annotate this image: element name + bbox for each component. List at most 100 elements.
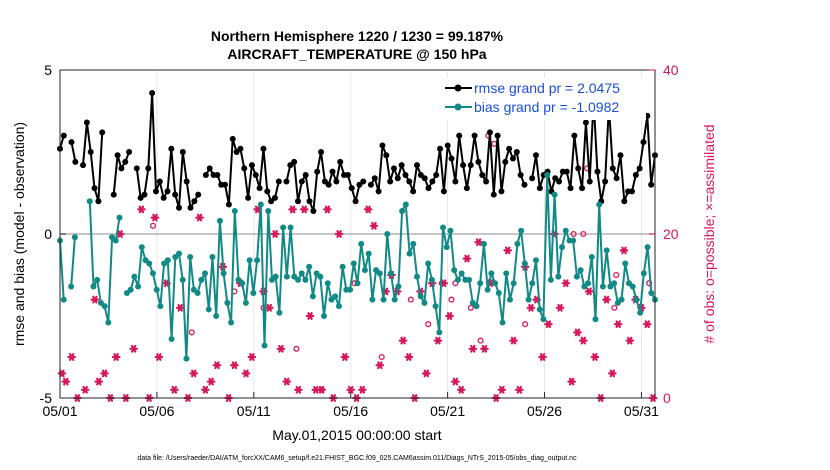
rmse-point [122, 158, 129, 165]
obs-assimilated-point [497, 385, 507, 394]
asterisk-stroke [452, 377, 459, 386]
asterisk-stroke [400, 336, 406, 345]
bias-point [231, 208, 238, 215]
bias-point [406, 250, 413, 257]
x-tick-label: 05/11 [237, 403, 271, 419]
obs-assimilated-point [613, 320, 623, 329]
bias-point [414, 273, 420, 280]
rmse-point [463, 185, 470, 192]
obs-assimilated-point [241, 369, 251, 378]
rmse-point [264, 188, 271, 195]
asterisk-stroke [435, 336, 441, 345]
asterisk-stroke [301, 205, 307, 214]
obs-assimilated-point [299, 205, 309, 214]
rmse-point [141, 191, 148, 198]
obs-possible-point [378, 353, 385, 361]
asterisk-stroke [202, 385, 209, 394]
rmse-point [133, 165, 140, 172]
asterisk-stroke [272, 230, 278, 238]
asterisk-stroke [470, 344, 476, 353]
rmse-point [440, 188, 447, 195]
bias-point [596, 201, 603, 208]
bias-point [183, 355, 190, 362]
asterisk-stroke [101, 369, 108, 378]
bias-point [317, 273, 324, 280]
asterisk-stroke [359, 385, 366, 394]
obs-assimilated-point [398, 336, 408, 345]
asterisk-stroke [63, 377, 69, 386]
bias-point [295, 276, 301, 283]
x-tick-label: 05/31 [624, 403, 659, 419]
rmse-point [348, 185, 355, 192]
bias-point [202, 270, 209, 277]
bias-point [499, 319, 506, 326]
obs-assimilated-point [61, 377, 71, 386]
obs-assimilated-point [270, 230, 280, 238]
obs-assimilated-point [515, 385, 524, 394]
rmse-point [571, 132, 578, 139]
rmse-point [471, 132, 478, 139]
bias-point [391, 296, 398, 303]
bias-point [321, 313, 328, 319]
bias-point [242, 299, 249, 306]
rmse-point [360, 178, 367, 185]
bias-point [254, 257, 261, 264]
legend-bias-label: bias grand pr = -1.0982 [474, 99, 619, 115]
asterisk-stroke [324, 205, 331, 214]
bias-point [529, 280, 536, 287]
asterisk-stroke [278, 344, 284, 353]
obs-assimilated-point [346, 385, 356, 394]
asterisk-stroke [615, 320, 621, 329]
rmse-point [352, 198, 359, 205]
obs-assimilated-point [154, 353, 164, 361]
bias-point [447, 227, 454, 234]
bias-point [71, 234, 78, 241]
rmse-point [483, 178, 490, 185]
bias-point [473, 303, 480, 310]
rmse-point [517, 171, 524, 178]
bias-point [60, 296, 67, 303]
obs-assimilated-point [305, 312, 315, 320]
bias-point [94, 276, 101, 283]
obs-assimilated-point [94, 377, 104, 386]
rmse-point [513, 149, 520, 155]
rmse-point [245, 194, 252, 201]
rmse-point [398, 162, 405, 169]
rmse-point [582, 119, 589, 126]
legend-box [441, 78, 646, 120]
asterisk-stroke [528, 303, 534, 312]
obs-assimilated-point [445, 312, 454, 320]
y-axis-left-ticks: 5 0 -5 [40, 62, 66, 406]
bias-point [417, 293, 424, 300]
rmse-point [640, 139, 647, 146]
rmse-point [83, 119, 90, 126]
bias-point [599, 283, 606, 290]
rmse-point [509, 155, 516, 162]
bias-point [306, 263, 313, 270]
obs-assimilated-point [282, 377, 292, 386]
asterisk-stroke [609, 369, 616, 378]
obs-assimilated-point [590, 353, 600, 361]
asterisk-stroke [568, 377, 575, 386]
rmse-point [302, 171, 309, 178]
rmse-point [195, 191, 202, 198]
bias-point [395, 283, 402, 290]
obs-assimilated-point [474, 238, 483, 247]
y-right-tick-label: 40 [663, 62, 679, 78]
bias-point [358, 240, 365, 247]
asterisk-stroke [621, 246, 627, 255]
asterisk-stroke [475, 238, 482, 247]
asterisk-stroke [446, 312, 453, 320]
obs-assimilated-point [433, 336, 443, 345]
asterisk-stroke [586, 287, 592, 296]
rmse-point [371, 175, 378, 182]
bias-point [521, 260, 528, 267]
obs-assimilated-point [212, 361, 222, 370]
obs-assimilated-point [509, 336, 518, 345]
rmse-point [314, 168, 321, 175]
asterisk-stroke [171, 385, 178, 394]
obs-assimilated-point [288, 205, 297, 214]
rmse-point [225, 201, 232, 208]
rmse-point [387, 178, 394, 185]
